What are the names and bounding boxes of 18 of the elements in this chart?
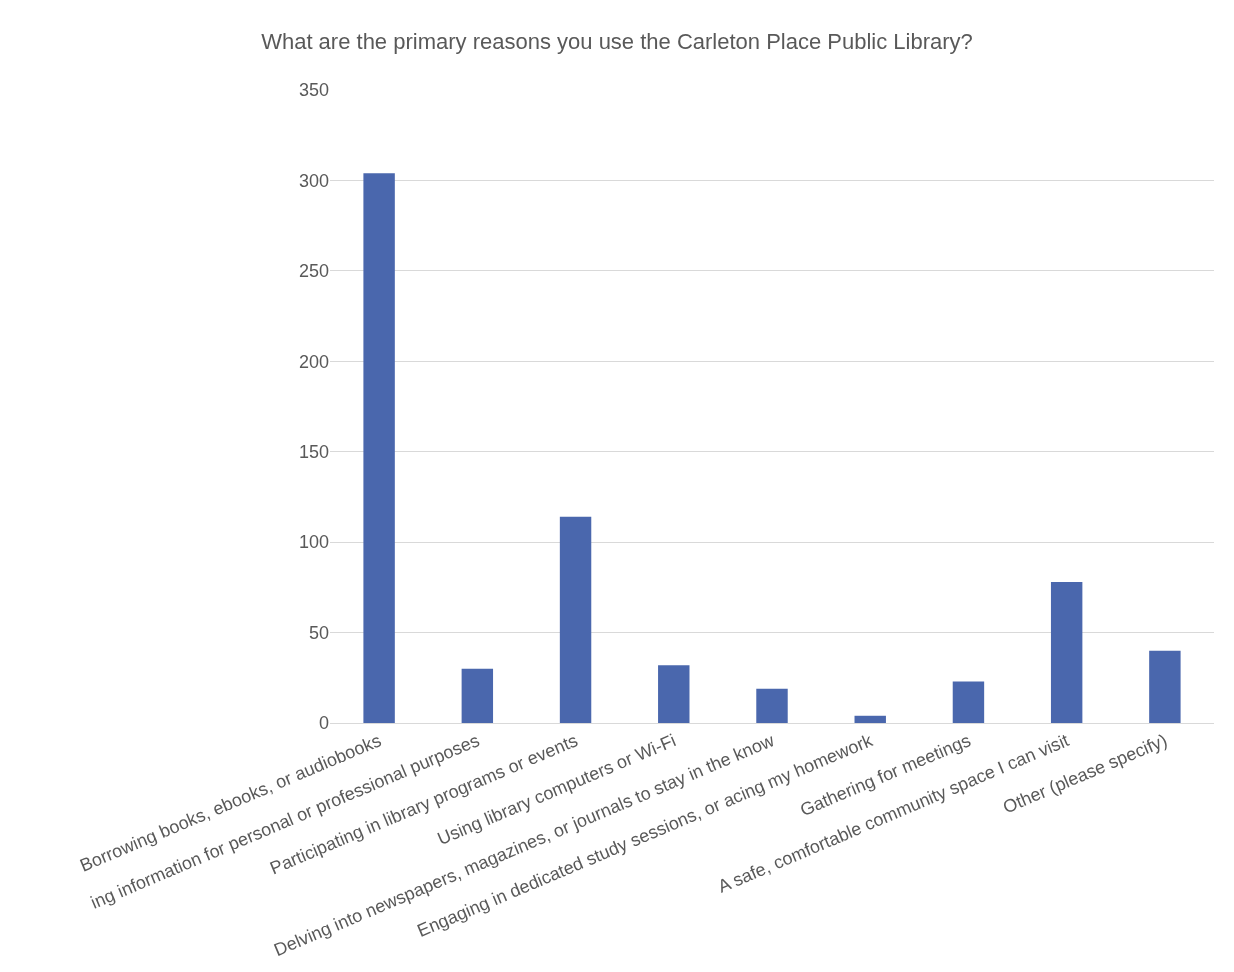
y-tick-label: 350 <box>298 80 329 101</box>
y-tick-label: 0 <box>318 713 329 734</box>
chart-title: What are the primary reasons you use the Carleton Place Public Library? <box>261 29 973 55</box>
bar <box>952 681 985 723</box>
y-tick-label: 300 <box>298 170 329 191</box>
y-tick-label: 50 <box>308 622 329 643</box>
y-tick-label: 100 <box>298 532 329 553</box>
y-tick-label: 200 <box>298 351 329 372</box>
bar <box>461 668 494 723</box>
bar <box>658 665 690 723</box>
bar <box>1050 581 1083 723</box>
bar <box>1149 650 1181 723</box>
bar <box>559 516 592 723</box>
bar <box>854 715 886 723</box>
bar <box>363 173 395 723</box>
y-tick-label: 250 <box>298 261 329 282</box>
bar <box>756 688 788 723</box>
y-tick-label: 150 <box>298 442 329 463</box>
